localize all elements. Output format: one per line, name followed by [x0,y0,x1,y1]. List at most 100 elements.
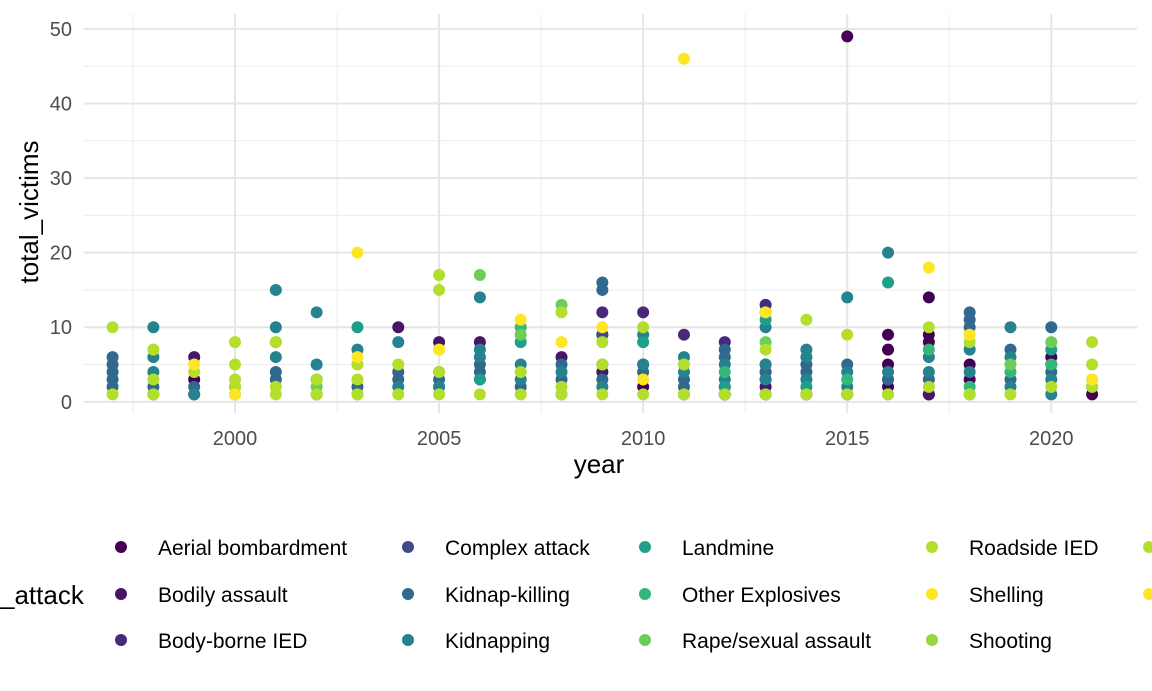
data-point [269,336,282,349]
x-tick-label: 2010 [621,428,666,450]
data-point [1004,358,1017,371]
data-point [514,388,527,401]
data-point [759,306,772,319]
data-point [1045,380,1058,393]
legend-label: Body-borne IED [158,630,307,653]
data-point [433,388,446,401]
data-point [922,321,935,334]
data-point [637,336,650,349]
legend-key [1143,541,1152,553]
data-point [637,388,650,401]
data-point [922,365,935,378]
data-point [637,358,650,371]
legend-key [402,634,414,646]
data-point [759,343,772,356]
legend-key [926,634,938,646]
data-point [351,373,364,386]
y-axis-ticks: 0 10 20 30 40 50 [50,19,72,414]
data-point [963,328,976,341]
legend-label: Shelling [969,584,1044,607]
data-point [718,365,731,378]
data-point [963,365,976,378]
data-point [514,328,527,341]
legend: Aerial bombardment Bodily assault Body-bor… [115,537,1152,653]
legend-label: Shooting [969,630,1052,653]
data-point [269,283,282,296]
data-point [188,358,201,371]
data-point [800,388,813,401]
data-point [351,351,364,364]
data-point [106,321,119,334]
legend-key [639,541,651,553]
data-point [269,388,282,401]
data-point [677,328,690,341]
data-point [351,321,364,334]
data-point [841,373,854,386]
data-point [351,388,364,401]
data-point [922,261,935,274]
minor-gridlines [84,14,1137,413]
data-point [677,52,690,65]
data-point [841,30,854,43]
data-point [596,388,609,401]
data-points [106,30,1099,401]
legend-label: Roadside IED [969,537,1099,560]
legend-label: Complex attack [445,537,590,560]
legend-label: Other Explosives [682,584,841,607]
data-point [433,365,446,378]
data-point [473,373,486,386]
y-axis-title: total_victims [14,140,44,283]
data-point [555,388,568,401]
legend-key [402,588,414,600]
data-point [759,388,772,401]
data-point [800,351,813,364]
data-point [677,358,690,371]
data-point [310,373,323,386]
legend-key [926,541,938,553]
y-tick-label: 20 [50,243,72,265]
data-point [800,313,813,326]
data-point [106,388,119,401]
data-point [596,336,609,349]
data-point [147,321,160,334]
data-point [759,358,772,371]
data-point [433,269,446,282]
data-point [1086,358,1099,371]
major-gridlines [84,14,1137,413]
data-point [555,365,568,378]
data-point [555,306,568,319]
data-point [269,351,282,364]
data-point [473,269,486,282]
data-point [310,306,323,319]
data-point [596,321,609,334]
data-point [882,365,895,378]
data-point [351,246,364,259]
data-point [1004,388,1017,401]
legend-key [115,541,127,553]
data-point [841,328,854,341]
y-tick-label: 10 [50,317,72,339]
data-point [147,373,160,386]
data-point [433,343,446,356]
data-point [637,306,650,319]
data-point [841,291,854,304]
data-point [882,328,895,341]
legend-label: Kidnapping [445,630,550,653]
data-point [147,343,160,356]
data-point [392,336,405,349]
x-tick-label: 2020 [1029,428,1074,450]
legend-key [115,588,127,600]
data-point [269,321,282,334]
data-point [310,358,323,371]
data-point [473,388,486,401]
legend-key [926,588,938,600]
data-point [1086,373,1099,386]
y-tick-label: 50 [50,19,72,41]
data-point [147,388,160,401]
data-point [922,380,935,393]
y-tick-label: 40 [50,93,72,115]
legend-key [639,588,651,600]
legend-key [639,634,651,646]
data-point [514,365,527,378]
legend-key [115,634,127,646]
